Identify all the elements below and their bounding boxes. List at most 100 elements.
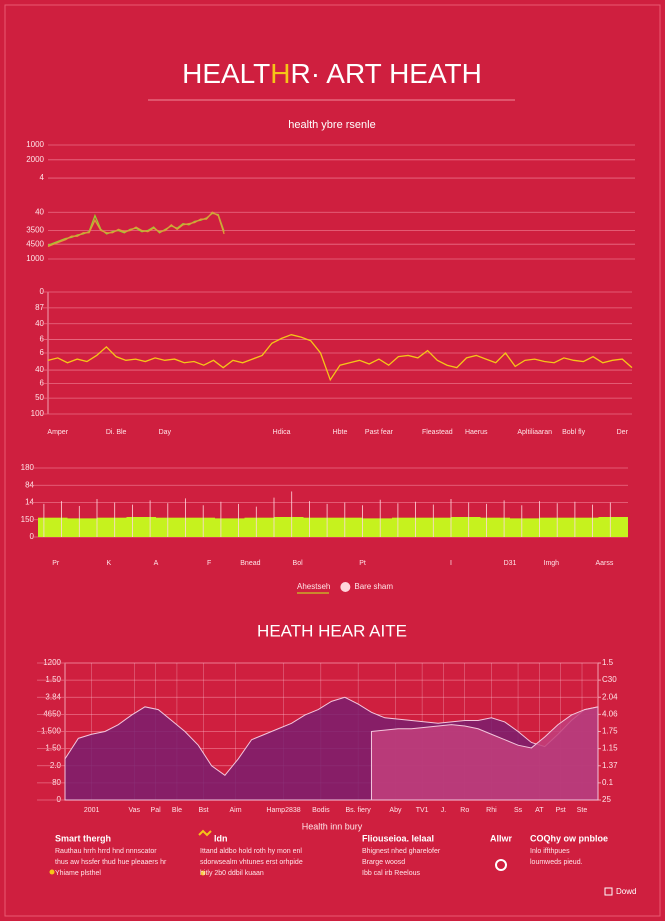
y2-tick-label: 1.15	[602, 744, 618, 753]
title-part: HEALT	[182, 58, 270, 89]
bar	[97, 517, 127, 537]
footer-heading: COQhy ow pnbloe	[530, 833, 608, 843]
x-tick-label: 2001	[84, 807, 100, 814]
y2-tick-label: C30	[602, 675, 617, 684]
x-tick-label: Amper	[47, 429, 68, 436]
line-series	[47, 212, 225, 246]
footer-text: hitly 2b0 ddbil kuaan	[200, 870, 264, 877]
icon	[49, 869, 55, 875]
footer-credit: Dowd	[616, 887, 636, 896]
footer-text: Inlo iffthpues	[530, 848, 570, 855]
x-tick-label: J.	[441, 807, 447, 814]
bar	[510, 518, 540, 537]
x-tick-label: Bs. fiery	[346, 807, 372, 814]
line-series	[47, 211, 225, 248]
x-tick-label: Hbte	[333, 429, 348, 436]
bar	[569, 517, 599, 537]
bar	[38, 517, 68, 537]
y-tick-label: 180	[21, 463, 35, 472]
y2-tick-label: 25	[602, 795, 611, 804]
footer-heading: Smart thergh	[55, 833, 111, 843]
footer-text: Ibb cal irb Reelous	[362, 870, 420, 877]
footer-text: sdorwsealm vhtunes erst orhpide	[200, 859, 303, 866]
bar	[480, 517, 510, 537]
y-tick-label: 1000	[26, 140, 44, 149]
x-tick-label: Apltiliaaran	[517, 429, 552, 436]
icon	[604, 887, 613, 896]
x-tick-label: Hdica	[273, 429, 291, 436]
x-tick-label: Pt	[359, 560, 366, 567]
y2-tick-label: 2.04	[602, 692, 618, 701]
icon	[495, 859, 507, 871]
x-tick-label: I	[450, 560, 452, 567]
footer-text: thus aw hssfer thud hue pleaaers hr	[55, 859, 167, 866]
x-tick-label: Haerus	[465, 429, 488, 436]
x-tick-label: Bol	[293, 560, 304, 567]
x-tick-label: Vas	[129, 807, 141, 814]
footer-text: Ittand aldbo hold roth hy mon enl	[200, 848, 302, 855]
x-tick-label: Ro	[460, 807, 469, 814]
x-tick-label: K	[106, 560, 111, 567]
y-tick-label: 40	[35, 365, 44, 374]
line-series	[47, 334, 633, 382]
bar	[362, 518, 392, 537]
y-tick-label: 87	[35, 303, 44, 312]
y-tick-label: 40	[35, 207, 44, 216]
area-series	[370, 706, 599, 801]
x-tick-label: Pal	[151, 807, 162, 814]
y-tick-label: 14	[25, 498, 34, 507]
bar	[539, 517, 569, 537]
y-tick-label: 50	[35, 393, 44, 402]
y-tick-label: 4	[40, 173, 45, 182]
x-tick-label: D31	[504, 560, 517, 567]
chart-title: HEATH HEAR AITE	[257, 621, 407, 640]
bar	[274, 516, 304, 537]
y-tick-label: 3500	[26, 226, 44, 235]
footer-heading: Allwr	[490, 833, 513, 843]
y2-tick-label: 4.06	[602, 709, 618, 718]
x-tick-label: Pst	[556, 807, 566, 814]
bar	[451, 516, 481, 537]
title-part: R· ART HEATH	[291, 58, 482, 89]
footer-text: Brarge woosd	[362, 859, 405, 866]
footer-text: loumweds pieud.	[530, 859, 583, 866]
legend-swatch	[340, 582, 351, 592]
x-tick-label: Aby	[389, 807, 402, 814]
y2-tick-label: 1.37	[602, 761, 618, 770]
bar	[421, 517, 451, 537]
x-tick-label: Hamp2838	[266, 807, 300, 814]
x-tick-label: Ble	[172, 807, 182, 814]
bar	[333, 517, 363, 537]
bar	[67, 518, 97, 537]
x-axis-label: Health inn bury	[302, 821, 363, 831]
x-tick-label: Fleastead	[422, 429, 453, 436]
footer-text: Yhiame plsthel	[55, 870, 101, 877]
bar	[244, 517, 274, 537]
y-tick-label: 4500	[26, 239, 44, 248]
y-tick-label: 84	[25, 480, 34, 489]
footer-text: Rauthau hrrh hrrd hnd nnnscator	[55, 848, 157, 855]
bar	[185, 517, 215, 537]
y2-tick-label: 1.75	[602, 727, 618, 736]
x-tick-label: Ss	[514, 807, 523, 814]
x-tick-label: Aarss	[595, 560, 613, 567]
x-tick-label: Rhi	[486, 807, 497, 814]
frame	[4, 4, 661, 917]
bar	[392, 517, 422, 537]
y-tick-label: 2000	[26, 155, 44, 164]
footer-text: Bhignest nhed gharelofer	[362, 848, 441, 855]
x-tick-label: Pr	[52, 560, 60, 567]
y-tick-label: 100	[31, 409, 45, 418]
chart-title: health ybre rsenle	[288, 119, 375, 131]
bar	[215, 518, 245, 537]
legend-label: Bare sham	[354, 582, 393, 591]
x-tick-label: Bodis	[312, 807, 330, 814]
y-tick-label: 1000	[26, 254, 44, 263]
footer-heading: Fliouseioa. lelaal	[362, 833, 434, 843]
x-tick-label: AT	[535, 807, 544, 814]
icon	[200, 870, 206, 876]
x-tick-label: Past fear	[365, 429, 394, 436]
y-tick-label: 40	[35, 319, 44, 328]
footer-heading: ldn	[214, 833, 228, 843]
